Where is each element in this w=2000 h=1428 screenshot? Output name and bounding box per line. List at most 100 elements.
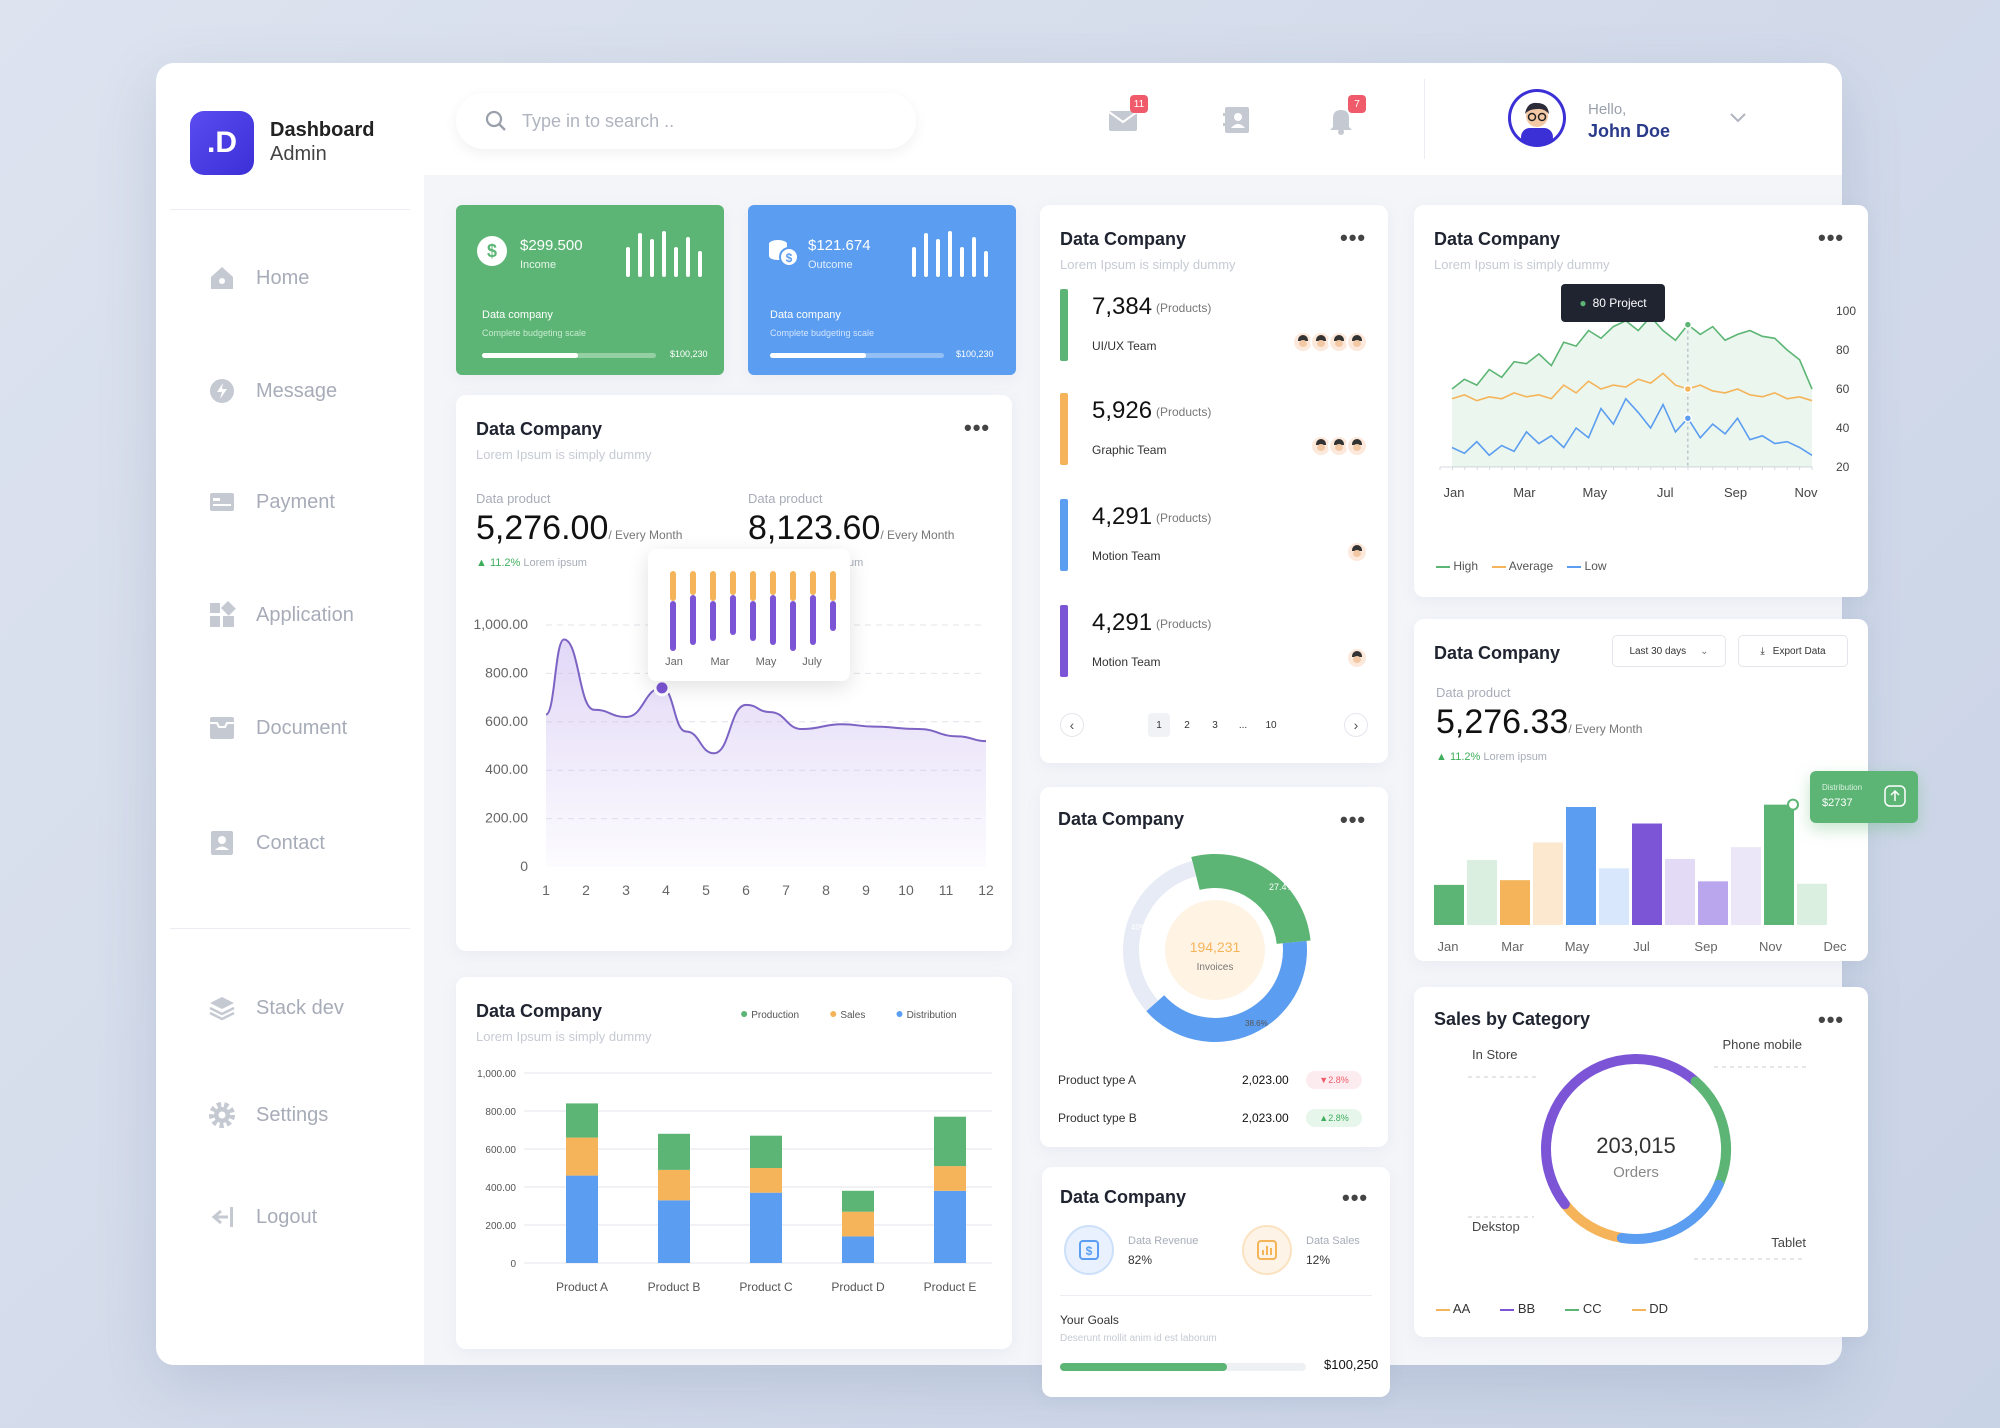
download-icon: ⤓ (1760, 645, 1765, 657)
mail-badge: 11 (1130, 95, 1148, 113)
page-2[interactable]: 2 (1184, 719, 1190, 731)
date-range-dropdown[interactable]: Last 30 days ⌄ (1612, 635, 1726, 667)
month-bar (1698, 881, 1728, 925)
more-button[interactable]: ••• (1818, 225, 1845, 250)
more-button[interactable]: ••• (964, 415, 991, 440)
more-button[interactable]: ••• (1340, 225, 1367, 250)
month-bar (1500, 880, 1530, 925)
x-tick-label: 7 (782, 882, 790, 898)
team-color-bar (1060, 393, 1068, 465)
page-3[interactable]: 3 (1212, 719, 1218, 731)
card-title: Data Company (476, 419, 603, 439)
page-10[interactable]: 10 (1265, 719, 1277, 731)
product-label: Data product (1436, 685, 1511, 700)
category-arc (1541, 1054, 1701, 1210)
contacts-button[interactable] (1222, 105, 1252, 135)
sidebar-item-label: Stack dev (256, 996, 344, 1019)
mini-bar-bottom (730, 595, 736, 635)
x-tick-label: Product D (831, 1280, 885, 1294)
bell-badge: 7 (1348, 95, 1366, 113)
product-unit: / Every Month (1568, 722, 1643, 736)
sidebar-item-settings[interactable]: Settings (208, 1100, 328, 1130)
income-card[interactable]: $ $299.500 Income Data company Complete … (456, 205, 724, 375)
outcome-card[interactable]: $ $121.674 Outcome Data company Complete… (748, 205, 1016, 375)
sales-icon-wrap (1242, 1225, 1292, 1275)
product-label: Data product (476, 491, 551, 506)
goals-title: Your Goals (1060, 1313, 1119, 1327)
card-title: Data Company (476, 1001, 603, 1021)
sidebar-item-label: Contact (256, 831, 325, 854)
export-data-button[interactable]: ⤓ Export Data (1738, 635, 1848, 667)
center-label: Orders (1613, 1164, 1659, 1181)
hover-point (1683, 320, 1693, 329)
prev-page-button[interactable]: ‹ (1060, 713, 1084, 737)
stack-segment-production (566, 1103, 598, 1138)
stack-segment-distribution (750, 1192, 782, 1263)
sidebar-item-logout[interactable]: Logout (208, 1202, 317, 1232)
more-button[interactable]: ••• (1342, 1185, 1369, 1210)
selected-bar-marker (1787, 798, 1799, 811)
more-button[interactable]: ••• (1818, 1007, 1845, 1032)
sidebar-item-payment[interactable]: Payment (208, 487, 335, 517)
search-input[interactable] (522, 110, 882, 132)
y-tick-label: 80 (1836, 343, 1850, 357)
y-tick-label: 1,000.00 (477, 1069, 516, 1080)
legend-average: Average (1492, 559, 1553, 573)
more-button[interactable]: ••• (1340, 807, 1367, 832)
sidebar-item-label: Application (256, 603, 354, 626)
outcome-label: Outcome (808, 259, 853, 271)
sidebar-item-contact[interactable]: Contact (208, 828, 325, 858)
page-1[interactable]: 1 (1148, 713, 1170, 737)
spark-bar (626, 247, 630, 277)
sidebar-item-home[interactable]: Home (208, 263, 309, 293)
tooltip-text: 80 Project (1592, 296, 1647, 310)
chevron-down-icon[interactable] (1728, 111, 1748, 125)
x-tick-label: Sep (1724, 485, 1747, 500)
legend-label: DD (1649, 1301, 1669, 1316)
month-bar (1467, 860, 1497, 925)
category-arc (1690, 1076, 1731, 1190)
top-bar: 11 7 Hello, John Doe (424, 63, 1842, 175)
product-label: Data product (748, 491, 823, 506)
chart-legend: High Average Low (1436, 559, 1607, 573)
team-unit: (Products) (1156, 617, 1212, 631)
next-page-button[interactable]: › (1344, 713, 1368, 737)
sidebar-item-message[interactable]: Message (208, 376, 337, 406)
spark-bar (960, 247, 964, 277)
chevron-down-icon: ⌄ (1700, 645, 1709, 657)
sidebar-item-stack-dev[interactable]: Stack dev (208, 993, 344, 1023)
stack-segment-distribution (566, 1175, 598, 1263)
slice-label: 40% (1131, 923, 1147, 932)
change-down-badge: ▼ 2.8% (1306, 1071, 1362, 1089)
outcome-max: $100,230 (956, 349, 994, 359)
dashboard-window: .D Dashboard Admin Home Message Payment … (156, 63, 1918, 1397)
month-bar (1533, 842, 1563, 925)
notifications-button[interactable]: 7 (1326, 95, 1366, 135)
change-value: 11.2% (489, 557, 521, 569)
change-up-icon: ▲ (1319, 1113, 1329, 1123)
slice-label: 27.4% (1269, 882, 1295, 892)
upload-icon (1884, 785, 1906, 807)
spark-bar (674, 247, 678, 277)
x-tick-label: Product B (648, 1280, 701, 1294)
payment-icon (210, 493, 234, 511)
mini-bar-bottom (790, 601, 796, 651)
y-tick-label: 600.00 (485, 713, 528, 729)
logo-mark[interactable]: .D (190, 111, 254, 175)
application-icon (210, 601, 236, 627)
income-label: Income (520, 259, 557, 271)
avatar[interactable] (1508, 89, 1566, 147)
monthly-bar-card: Data Company Last 30 days ⌄ ⤓ Export Data … (1414, 619, 1918, 961)
goals-subtitle: Deserunt mollit anim id est laborum (1060, 1333, 1217, 1344)
sidebar-item-document[interactable]: Document (208, 713, 347, 743)
distribution-tooltip: Distribution $2737 (1810, 771, 1918, 823)
team-unit: (Products) (1156, 511, 1212, 525)
y-tick-label: 100 (1836, 304, 1856, 318)
sidebar-item-application[interactable]: Application (208, 600, 354, 630)
card-subtitle: Lorem Ipsum is simply dummy (476, 447, 652, 462)
change-down-icon: ▼ (1319, 1075, 1329, 1085)
month-bar (1731, 847, 1761, 925)
stack-segment-production (658, 1133, 690, 1170)
mail-button[interactable]: 11 (1108, 95, 1148, 135)
card-title: Data Company (1434, 229, 1561, 249)
